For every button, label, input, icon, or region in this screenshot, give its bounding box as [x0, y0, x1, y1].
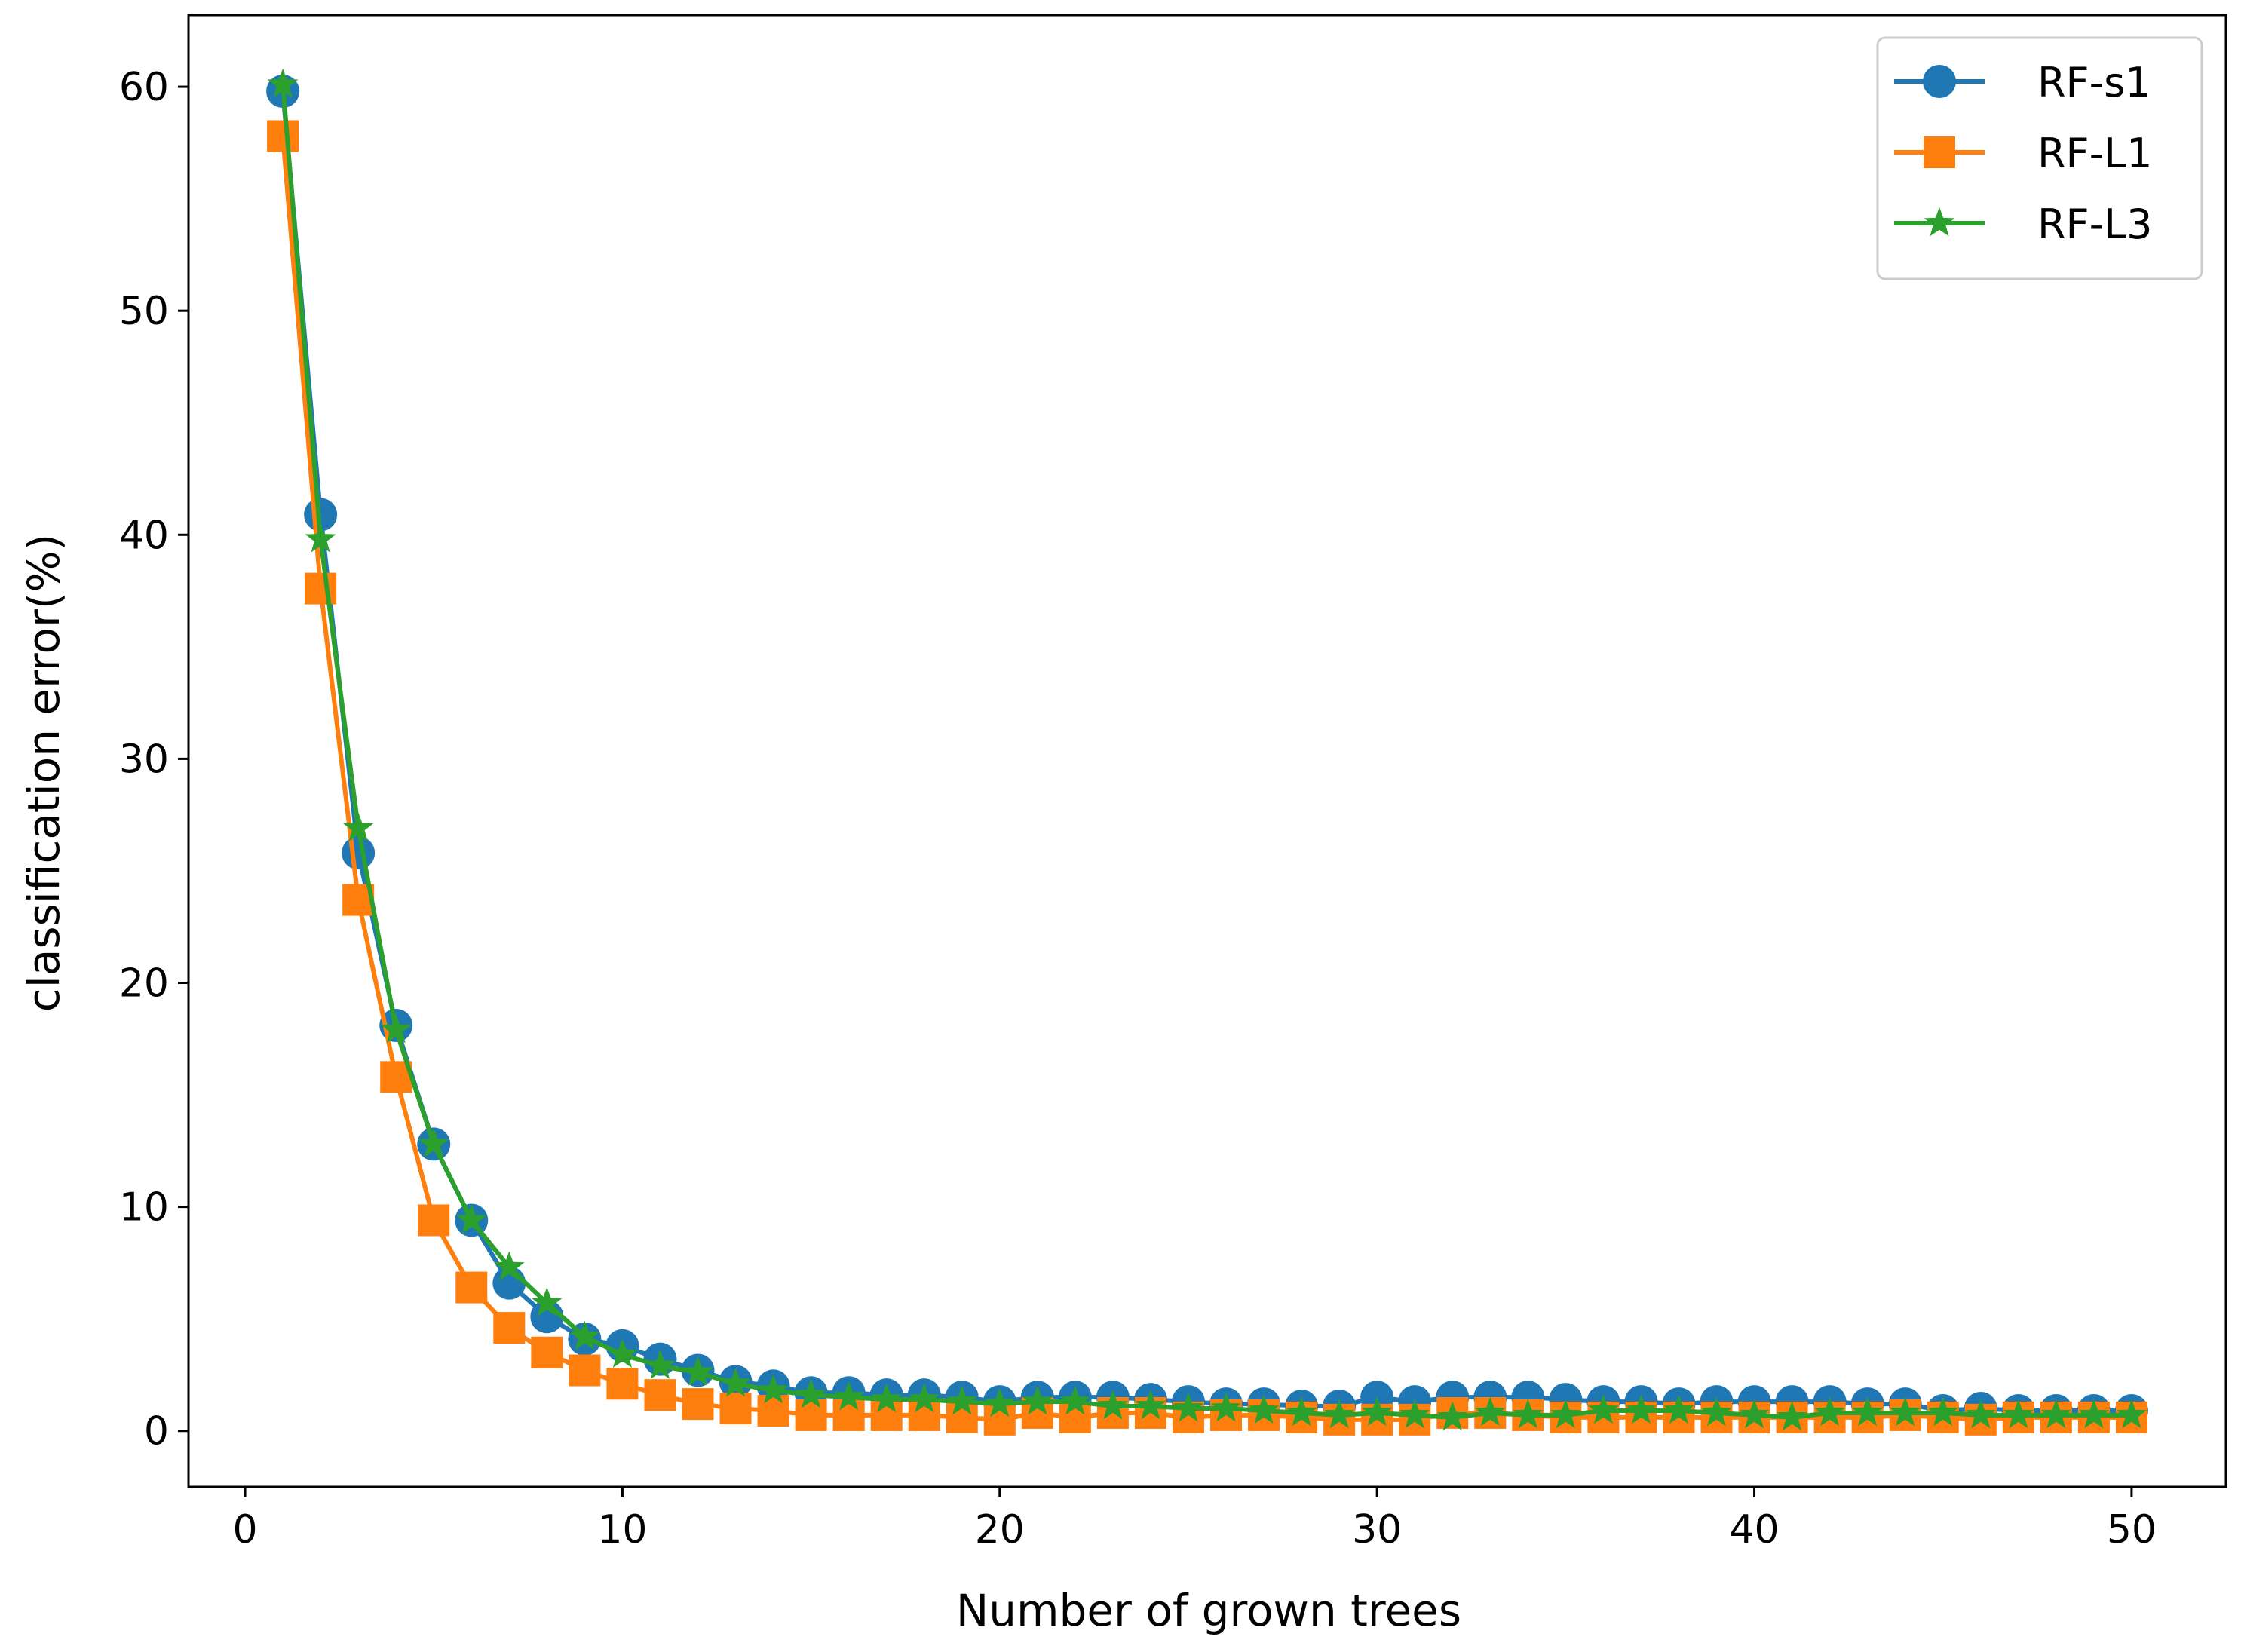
data-point-rf-l3: [267, 68, 299, 98]
y-tick-label: 20: [119, 961, 169, 1007]
y-axis-label: classification error(%): [18, 534, 69, 1012]
data-point-rf-l1: [267, 120, 299, 152]
y-tick-label: 30: [119, 737, 169, 782]
y-tick-label: 40: [119, 513, 169, 558]
data-point-rf-l3: [1436, 1401, 1468, 1431]
data-point-rf-l3: [946, 1385, 978, 1415]
data-point-rf-l3: [1059, 1385, 1091, 1415]
data-point-rf-l1: [493, 1312, 526, 1344]
data-point-rf-l3: [1399, 1399, 1430, 1429]
data-point-rf-l3: [2040, 1399, 2072, 1429]
data-point-rf-l3: [607, 1338, 638, 1368]
x-tick-label: 20: [975, 1507, 1025, 1552]
data-point-rf-l3: [1814, 1396, 1845, 1427]
data-point-rf-l3: [2116, 1399, 2147, 1429]
legend-item-rf-l1: RF-L1: [1894, 130, 2153, 177]
data-point-rf-l3: [1777, 1401, 1807, 1431]
legend-item-rf-l3: RF-L3: [1894, 201, 2153, 248]
data-point-rf-l1: [682, 1388, 714, 1421]
data-point-rf-l1: [455, 1271, 488, 1304]
y-tick-label: 0: [144, 1409, 169, 1454]
legend-label-rf-s1: RF-s1: [2037, 59, 2151, 106]
data-point-rf-l3: [1022, 1385, 1053, 1415]
y-tick-label: 60: [119, 65, 169, 110]
x-tick-label: 30: [1352, 1507, 1402, 1552]
data-point-rf-l3: [645, 1350, 676, 1379]
x-tick-label: 50: [2107, 1507, 2157, 1552]
data-point-rf-l1: [757, 1394, 789, 1427]
data-point-rf-l1: [569, 1354, 601, 1387]
data-point-rf-l3: [1512, 1399, 1544, 1429]
data-point-rf-l1: [832, 1399, 865, 1431]
x-tick-label: 40: [1729, 1507, 1779, 1552]
data-point-rf-l3: [531, 1286, 563, 1316]
data-point-rf-l1: [795, 1399, 827, 1431]
data-point-rf-l3: [305, 523, 336, 553]
legend: RF-s1 RF-L1 RF-L3: [1876, 36, 2203, 280]
data-point-rf-l3: [682, 1356, 713, 1386]
data-point-rf-l1: [418, 1204, 450, 1237]
series-rf-l3: [267, 68, 2147, 1431]
data-point-rf-l3: [871, 1383, 903, 1413]
data-point-rf-l3: [1210, 1392, 1242, 1422]
data-point-rf-l3: [2003, 1399, 2034, 1429]
data-point-rf-l3: [1323, 1399, 1355, 1429]
data-point-rf-l3: [455, 1204, 487, 1234]
data-point-rf-l3: [1550, 1399, 1581, 1429]
data-point-rf-l1: [644, 1379, 676, 1411]
data-point-rf-l1: [606, 1368, 639, 1400]
data-point-rf-l1: [719, 1393, 752, 1425]
data-point-rf-l3: [984, 1387, 1016, 1418]
legend-box: [1876, 36, 2203, 280]
plot-frame: [187, 14, 2227, 1488]
data-point-rf-l3: [2078, 1399, 2110, 1429]
data-point-rf-s1: [342, 836, 376, 870]
y-tick-label: 50: [119, 289, 169, 334]
data-point-rf-l3: [1474, 1396, 1506, 1427]
data-point-rf-l3: [1361, 1396, 1393, 1427]
series-group: [266, 68, 2148, 1436]
x-tick-label: 10: [597, 1507, 647, 1552]
data-point-rf-l3: [720, 1367, 751, 1397]
x-axis-label: Number of grown trees: [956, 1585, 1461, 1636]
axes: 0 10 20 30 40 50 0 10 20 30 40 50 60: [119, 14, 2227, 1552]
data-point-rf-l3: [1173, 1392, 1204, 1422]
data-point-rf-l3: [1588, 1394, 1619, 1424]
data-point-rf-l3: [342, 812, 374, 841]
data-point-rf-l3: [1135, 1390, 1166, 1420]
x-tick-label: 0: [233, 1507, 258, 1552]
y-tick-label: 10: [119, 1185, 169, 1231]
data-point-rf-l3: [1286, 1396, 1317, 1427]
legend-marker-rf-s1: [1923, 65, 1956, 98]
data-point-rf-l3: [1663, 1394, 1694, 1424]
data-point-rf-l3: [1701, 1396, 1732, 1427]
data-point-rf-l1: [531, 1336, 563, 1368]
data-point-rf-l3: [1097, 1390, 1129, 1420]
data-point-rf-l3: [1739, 1399, 1770, 1429]
legend-label-rf-l1: RF-L1: [2037, 130, 2153, 177]
data-point-rf-l3: [758, 1374, 789, 1404]
legend-label-rf-l3: RF-L3: [2037, 201, 2153, 248]
data-point-rf-l3: [569, 1320, 600, 1350]
data-point-rf-l3: [1890, 1396, 1921, 1427]
data-point-rf-l3: [418, 1128, 449, 1157]
data-point-rf-l3: [909, 1383, 940, 1413]
legend-marker-rf-l3: [1924, 207, 1955, 237]
data-point-rf-l3: [1927, 1396, 1959, 1427]
data-point-rf-l1: [305, 572, 337, 605]
data-point-rf-l3: [1852, 1396, 1884, 1427]
plot-area: [266, 68, 2148, 1436]
data-point-rf-l3: [380, 1013, 412, 1044]
legend-item-rf-s1: RF-s1: [1894, 59, 2151, 106]
legend-marker-rf-l1: [1924, 136, 1955, 168]
data-point-rf-l3: [833, 1381, 864, 1411]
data-point-rf-l3: [493, 1251, 525, 1281]
data-point-rf-l3: [796, 1378, 826, 1408]
data-point-rf-l3: [1965, 1399, 1997, 1429]
data-point-rf-l3: [1626, 1394, 1657, 1424]
data-point-rf-l3: [1248, 1394, 1280, 1424]
